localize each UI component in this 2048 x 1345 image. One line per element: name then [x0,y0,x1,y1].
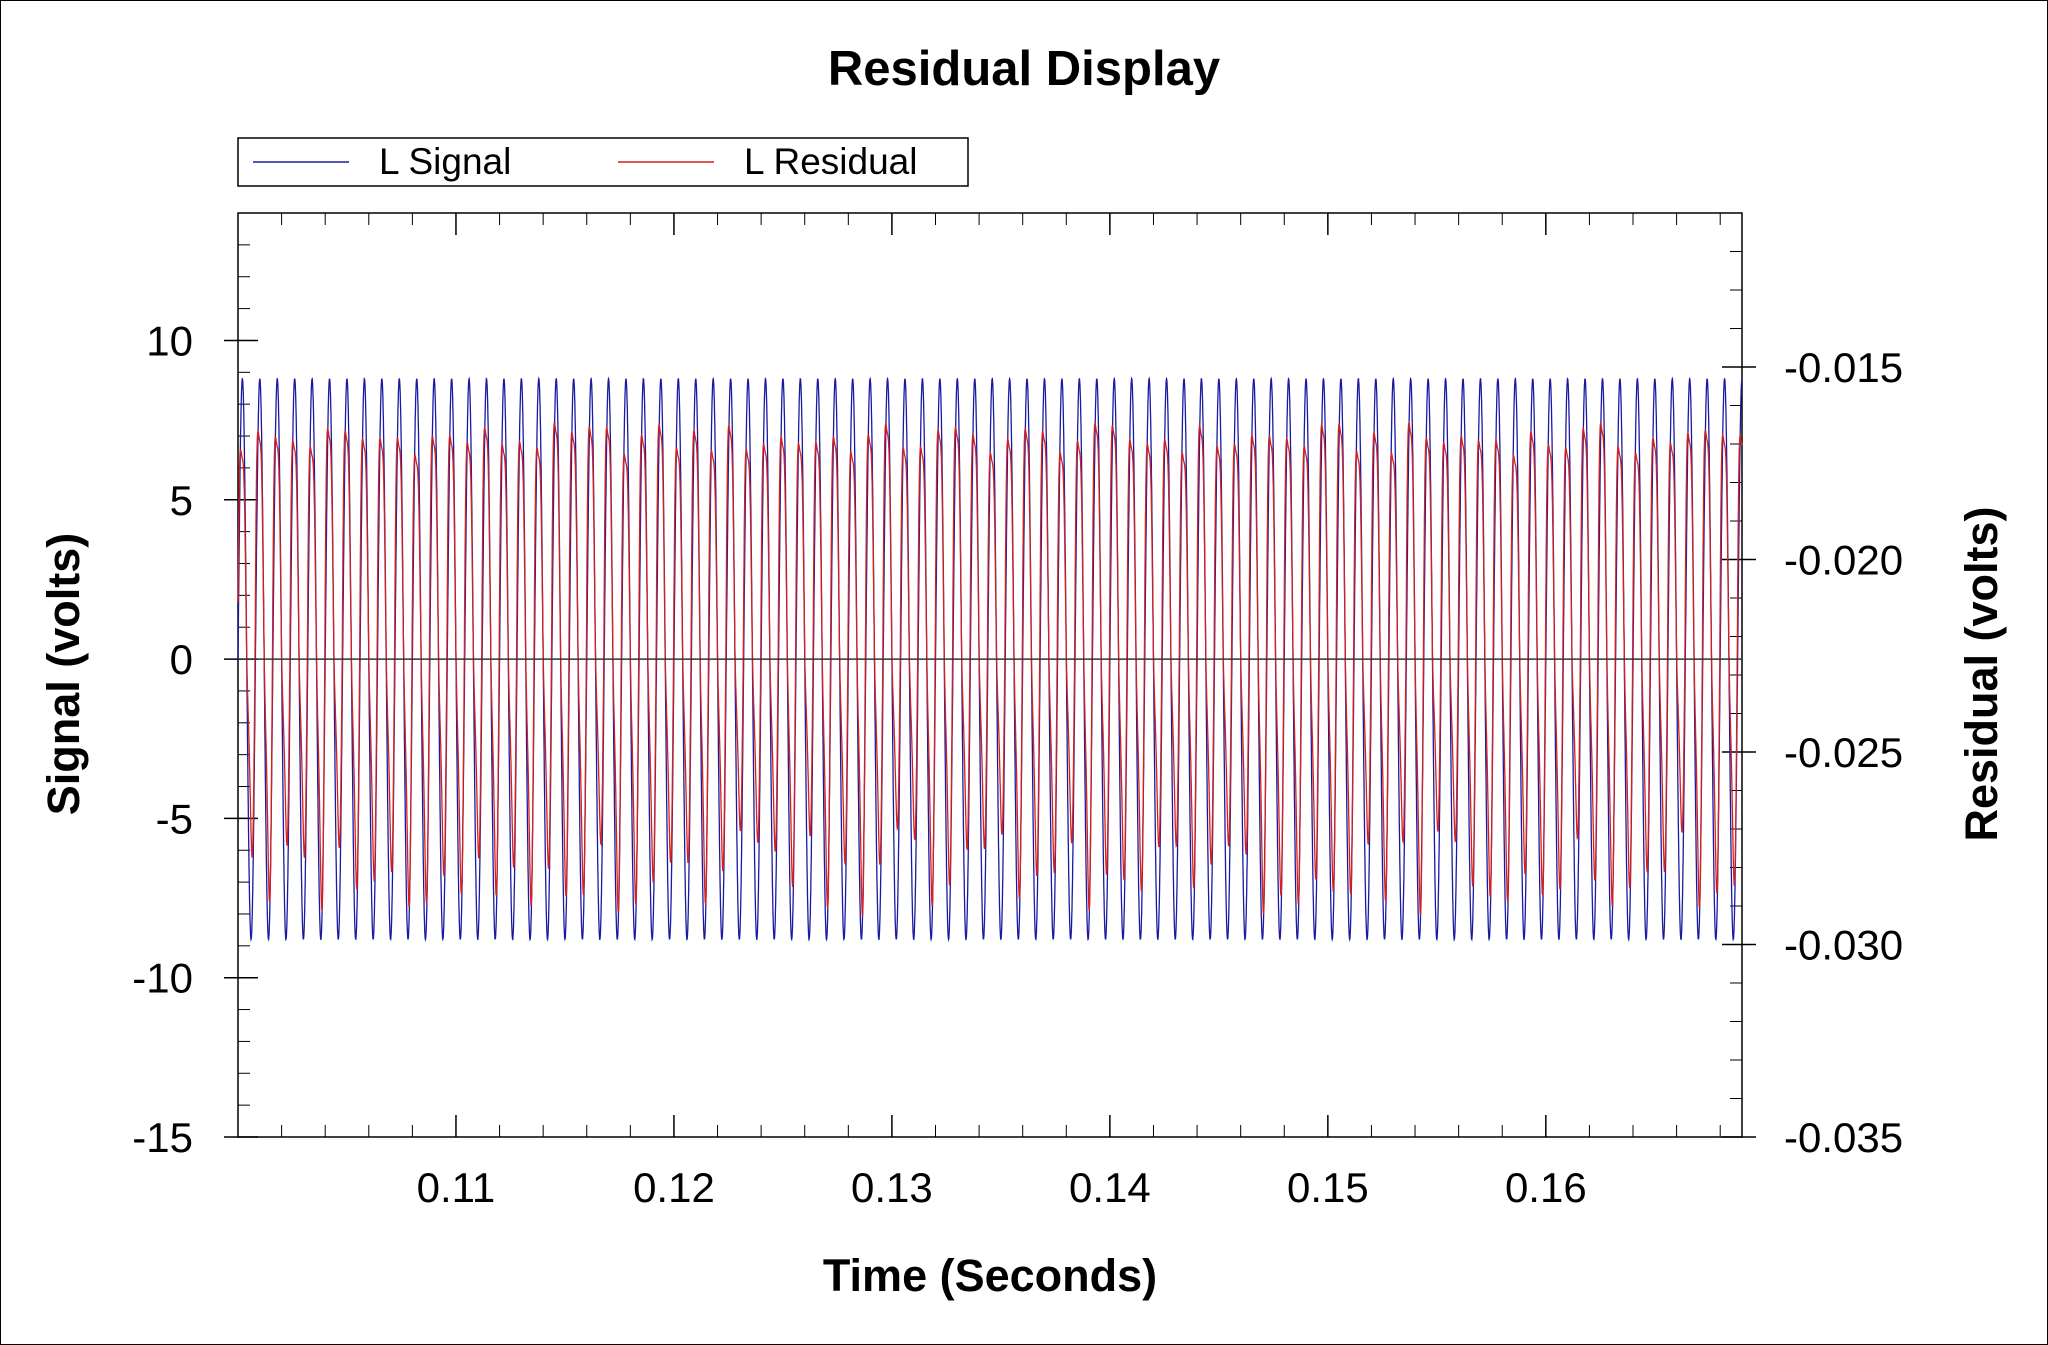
y-tick-label: 5 [170,477,193,524]
x-axis: 0.11 0.12 0.13 0.14 0.15 0.16 [417,213,1587,1211]
y2-tick-label: -0.020 [1784,537,1903,584]
x-tick-label: 0.16 [1505,1164,1587,1211]
y-tick-label: -10 [132,955,193,1002]
legend: L Signal L Residual [237,137,969,187]
series-line-l-residual [237,420,1743,916]
y2-axis-title: Residual (volts) [1956,506,2007,841]
legend-label-l-residual: L Residual [744,141,917,182]
x-tick-label: 0.11 [417,1164,496,1211]
y2-tick-label: -0.025 [1784,729,1903,776]
x-tick-label: 0.14 [1069,1164,1151,1211]
y-tick-label: 10 [146,317,193,364]
y-axis-title: Signal (volts) [38,533,89,816]
legend-label-l-signal: L Signal [379,141,511,182]
y-tick-label: -15 [132,1114,193,1161]
y2-tick-label: -0.030 [1784,922,1903,969]
x-axis-title: Time (Seconds) [823,1250,1157,1301]
x-tick-label: 0.12 [633,1164,715,1211]
legend-box [237,137,969,187]
y-tick-label: -5 [156,795,193,842]
y-axis-left: 10 5 0 -5 -10 -15 [132,317,258,1161]
y-axis-right: -0.015 -0.020 -0.025 -0.030 -0.035 [1722,344,1903,1161]
y2-tick-label: -0.015 [1784,344,1903,391]
x-tick-label: 0.13 [851,1164,933,1211]
x-tick-label: 0.15 [1287,1164,1369,1211]
y-tick-label: 0 [170,636,193,683]
series-layer [237,376,1743,942]
y2-tick-label: -0.035 [1784,1114,1903,1161]
chart-title: Residual Display [828,42,1220,96]
